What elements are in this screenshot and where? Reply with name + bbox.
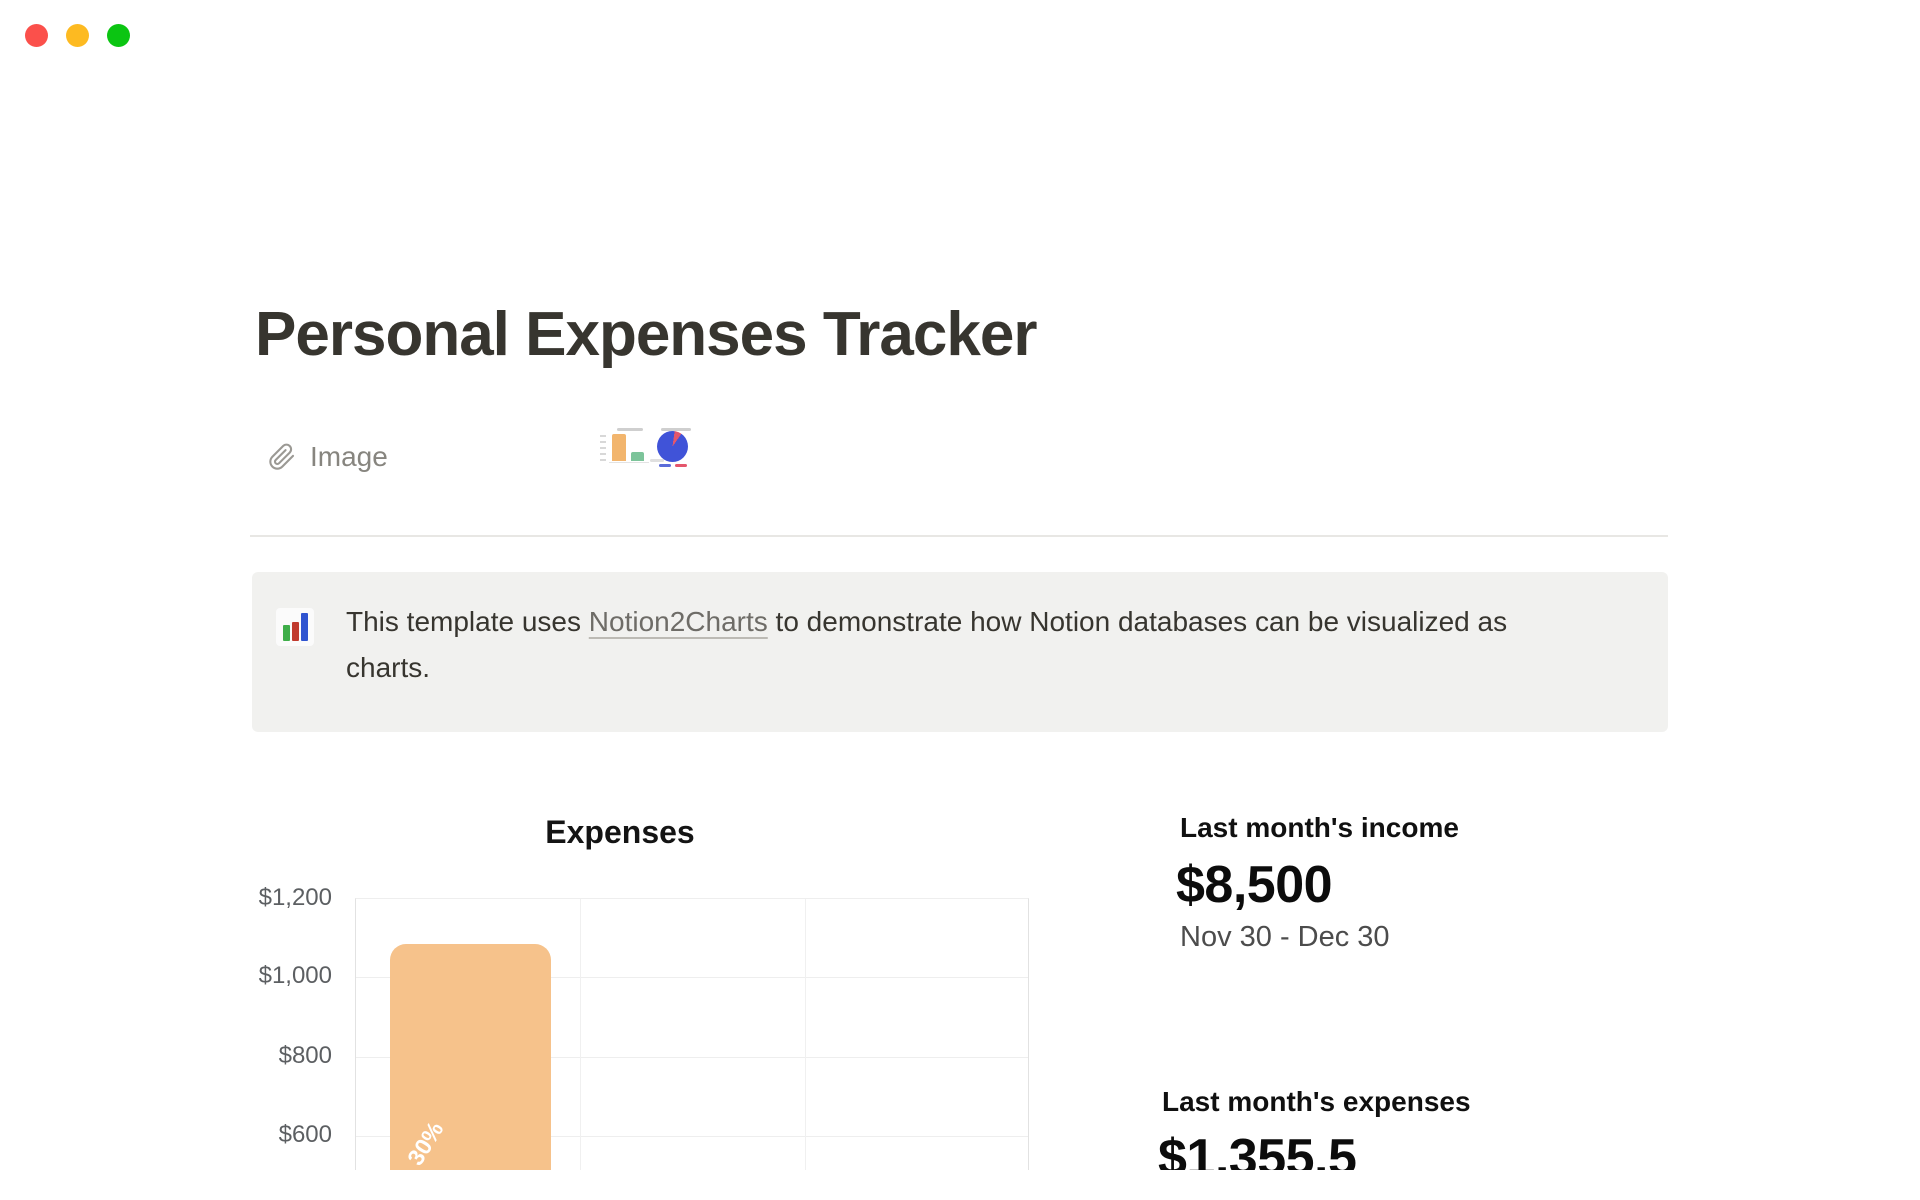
- emoji-bar-red: [292, 622, 299, 641]
- h-gridline: [356, 1057, 1028, 1058]
- bar-percent-label: 30%: [402, 1116, 449, 1170]
- mini-axis-tick: [600, 453, 606, 455]
- y-axis-tick-label: $1,200: [258, 884, 332, 911]
- income-stat-label: Last month's income: [1180, 812, 1459, 843]
- minimize-window-button[interactable]: [66, 24, 89, 47]
- expenses-stat-label: Last month's expenses: [1162, 1086, 1471, 1117]
- close-window-button[interactable]: [25, 24, 48, 47]
- page-divider: [250, 535, 1668, 537]
- notion2charts-link[interactable]: Notion2Charts: [588, 606, 768, 637]
- mini-axis-baseline: [609, 462, 649, 463]
- callout-text: This template uses Notion2Charts to demo…: [346, 599, 1546, 691]
- callout-text-segment: This template uses: [346, 606, 589, 637]
- v-gridline: [580, 899, 581, 1170]
- y-axis-tick-label: $1,000: [258, 962, 332, 989]
- chart-plot-area: 30%: [355, 898, 1029, 1170]
- mini-axis-tick: [600, 441, 606, 443]
- income-stat-value: $8,500: [1176, 856, 1333, 914]
- mini-axis-tick: [600, 459, 606, 461]
- attachment-label: Image: [310, 441, 388, 472]
- page-title[interactable]: Personal Expenses Tracker: [255, 300, 1037, 369]
- expenses-stat-value: $1,355.5: [1158, 1129, 1357, 1170]
- mini-pie-chart-title: [661, 428, 691, 431]
- mini-axis-tick: [600, 435, 606, 437]
- emoji-bar-green: [283, 625, 290, 641]
- mini-pie-legend-red: [675, 464, 687, 467]
- image-attachment-row[interactable]: Image: [268, 436, 388, 478]
- mini-orange-bar: [612, 434, 626, 461]
- mini-pie-legend-blue: [659, 464, 671, 467]
- mini-axis-tick: [600, 447, 606, 449]
- paperclip-icon: [269, 443, 295, 470]
- expenses-bar: 30%: [390, 944, 551, 1170]
- y-axis-tick-label: $600: [278, 1121, 332, 1148]
- mini-legend-dash: [650, 459, 664, 462]
- emoji-bar-blue: [301, 613, 308, 641]
- window-controls: [25, 24, 135, 48]
- bar-chart-emoji: [276, 608, 314, 646]
- h-gridline: [356, 977, 1028, 978]
- callout-text-segment: to demonstrate how Notion databases can …: [346, 606, 1508, 683]
- mini-green-bar: [631, 452, 644, 461]
- y-axis-tick-label: $800: [278, 1042, 332, 1069]
- mini-bar-chart-title: [617, 428, 643, 431]
- v-gridline: [805, 899, 806, 1170]
- callout-block: This template uses Notion2Charts to demo…: [252, 572, 1668, 732]
- h-gridline: [356, 1136, 1028, 1137]
- chart-title: Expenses: [545, 814, 695, 850]
- income-stat-range: Nov 30 - Dec 30: [1180, 921, 1390, 953]
- zoom-window-button[interactable]: [107, 24, 130, 47]
- page-content: Personal Expenses Tracker Image: [250, 300, 1668, 1170]
- charts-thumbnail[interactable]: [597, 426, 707, 468]
- mini-pie-icon: [657, 431, 688, 462]
